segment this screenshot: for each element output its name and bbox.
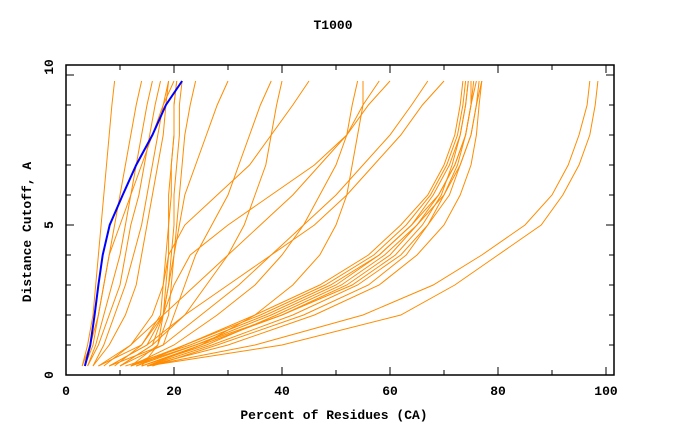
series-line-27: [146, 80, 483, 367]
y-tick-label: 5: [42, 221, 57, 229]
series-line-16: [119, 80, 429, 367]
plot-frame: [65, 64, 615, 376]
x-tick-label: 20: [166, 384, 182, 399]
series-line-8: [108, 80, 183, 367]
x-tick-label: 0: [62, 384, 70, 399]
series-line-28: [130, 80, 464, 367]
series-line-2: [87, 80, 153, 367]
series-line-25: [141, 80, 483, 367]
series-line-13: [119, 80, 283, 367]
series-line-3: [87, 80, 161, 367]
series-line-32: [103, 80, 310, 367]
series-line-10: [119, 80, 229, 367]
series-line-17: [108, 80, 445, 367]
axes-layer: 0 20 40 60 80 100 0 5 10: [42, 59, 618, 399]
series-line-15: [146, 81, 364, 367]
series-line-4: [92, 80, 170, 367]
x-tick-label: 100: [594, 384, 618, 399]
x-tick-label: 40: [274, 384, 290, 399]
y-tick-label: 0: [42, 371, 57, 379]
series-line-6: [92, 80, 170, 367]
series-line-29: [146, 80, 599, 367]
series-line-31: [114, 80, 391, 367]
series-line-26: [136, 80, 469, 367]
series-line-9: [130, 80, 197, 367]
chart-title: T1000: [313, 18, 352, 33]
series-line-22: [136, 80, 467, 367]
x-tick-label: 60: [382, 384, 398, 399]
x-tick-label: 80: [490, 384, 506, 399]
highlight-series-line: [83, 80, 183, 367]
series-line-24: [125, 81, 472, 367]
y-tick-label: 10: [42, 59, 57, 75]
curves-layer: [81, 80, 599, 367]
y-axis-label: Distance Cutoff, A: [20, 162, 35, 303]
series-line-0: [81, 80, 116, 367]
x-axis-label: Percent of Residues (CA): [240, 408, 427, 423]
series-line-1: [84, 80, 143, 367]
series-line-11: [98, 80, 178, 367]
series-line-21: [146, 80, 477, 367]
series-line-18: [98, 80, 380, 367]
series-line-30: [146, 80, 591, 367]
series-line-12: [109, 80, 272, 367]
